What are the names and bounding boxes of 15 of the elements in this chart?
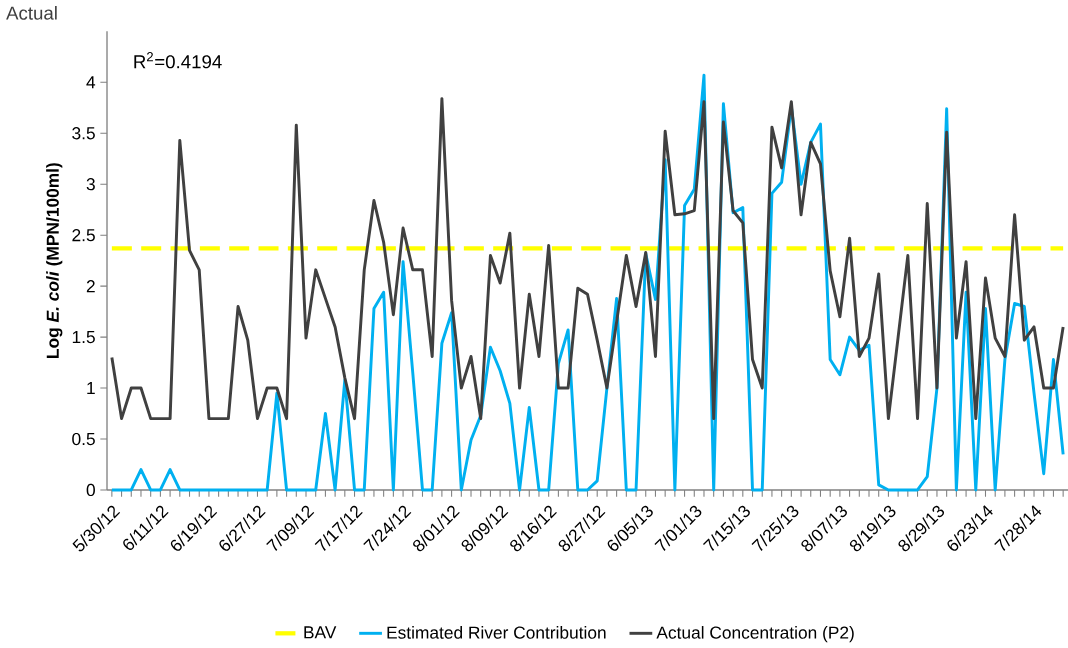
text: Actual	[6, 6, 57, 20]
legend-label: Actual Concentration (P2)	[656, 626, 854, 643]
y-axis-title: Log E. coli (MPN/100ml)	[46, 163, 63, 358]
y-tick-label: 2.5	[72, 229, 95, 242]
y-tick-label: 4	[86, 76, 96, 89]
y-tick-label: 1.5	[72, 331, 95, 344]
y-tick-label: 0.5	[72, 432, 95, 446]
y-tick-label: 0	[86, 483, 95, 497]
legend-label: BAV	[304, 626, 337, 639]
y-tick-label: 2	[86, 280, 95, 293]
y-tick-label: 3.5	[72, 127, 95, 140]
annotation: R$^{2}$=0.4194	[134, 52, 222, 69]
legend-label: Estimated River Contribution	[387, 626, 606, 639]
y-tick-label: 3	[86, 178, 95, 191]
y-tick-label: 1	[87, 382, 95, 395]
